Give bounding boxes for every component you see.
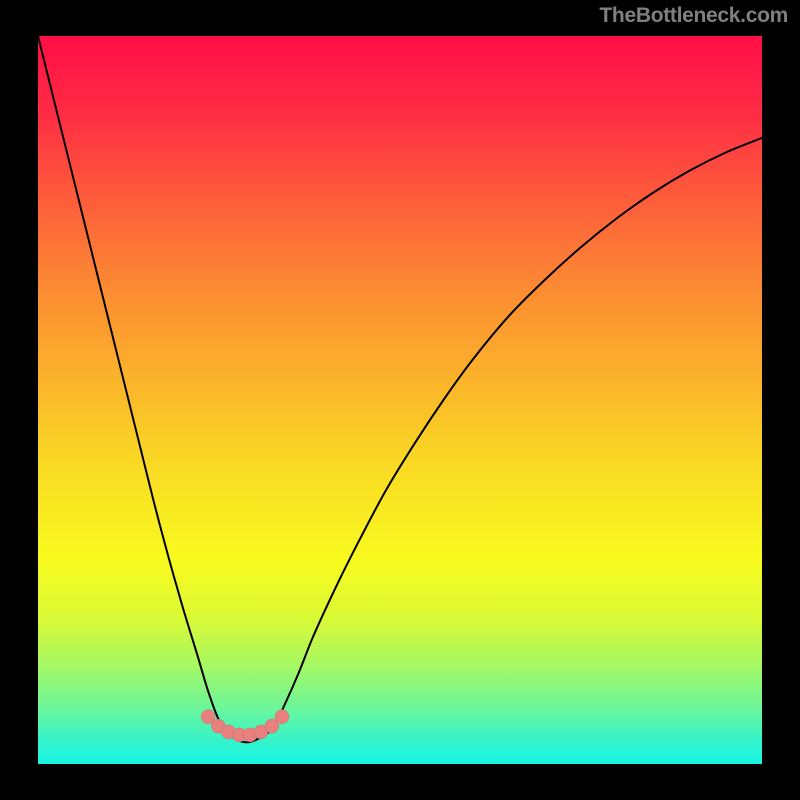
- watermark-label: TheBottleneck.com: [599, 4, 788, 28]
- marker-point: [275, 710, 289, 724]
- chart-container: TheBottleneck.com: [0, 0, 800, 800]
- bottleneck-chart: [0, 0, 800, 800]
- plot-background: [38, 36, 762, 764]
